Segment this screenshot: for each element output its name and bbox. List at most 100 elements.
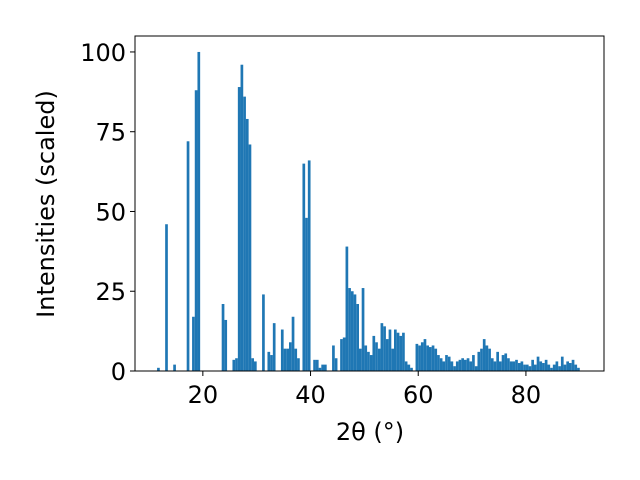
bar	[555, 361, 559, 371]
bar	[429, 347, 432, 371]
y-tick-label: 0	[111, 358, 126, 386]
bar	[399, 335, 403, 371]
bar	[332, 345, 335, 371]
bar	[245, 118, 249, 371]
bar	[534, 364, 537, 371]
bar	[356, 304, 359, 371]
bar	[194, 90, 198, 371]
bar	[334, 358, 338, 371]
bar	[289, 342, 292, 371]
bar	[442, 361, 446, 371]
bar	[558, 366, 561, 371]
bar	[404, 361, 408, 371]
bar	[544, 359, 548, 371]
bar	[525, 364, 529, 371]
bar	[294, 348, 298, 371]
x-tick-label: 80	[511, 381, 542, 409]
bar	[426, 345, 429, 371]
bar	[307, 160, 311, 371]
bar	[469, 361, 473, 371]
bar	[350, 291, 354, 371]
bar	[383, 326, 386, 371]
bar	[464, 359, 467, 371]
bar	[447, 356, 451, 371]
bar	[342, 337, 346, 371]
bar	[364, 345, 368, 371]
bar	[251, 358, 254, 371]
bar	[377, 348, 381, 371]
bar	[280, 329, 284, 371]
bar	[509, 361, 513, 371]
bar	[520, 361, 524, 371]
bar	[410, 367, 413, 371]
bar	[431, 345, 435, 371]
bar	[165, 224, 168, 371]
bar	[407, 364, 411, 371]
bar	[340, 339, 343, 371]
bar	[485, 345, 489, 371]
bar	[420, 342, 424, 371]
bar	[235, 358, 238, 371]
bar	[480, 348, 483, 371]
bar	[361, 288, 365, 371]
bar	[372, 335, 376, 371]
bar	[305, 217, 308, 371]
bar	[569, 363, 572, 371]
y-tick-label: 75	[95, 119, 126, 147]
bar	[496, 351, 499, 371]
bar	[415, 343, 419, 371]
bar	[315, 359, 319, 371]
bar	[369, 355, 373, 371]
bar	[243, 96, 246, 371]
y-tick-label: 50	[95, 198, 126, 226]
bar	[450, 361, 454, 371]
bar	[385, 339, 389, 371]
bar	[482, 339, 486, 371]
bar	[173, 364, 176, 371]
bar	[418, 345, 421, 371]
bar	[477, 351, 481, 371]
y-tick-label: 100	[80, 39, 126, 67]
y-axis-label: Intensities (scaled)	[32, 90, 60, 318]
bar	[302, 163, 306, 371]
bar	[466, 358, 470, 371]
bar	[523, 364, 526, 371]
bar	[547, 364, 551, 371]
bar	[240, 64, 244, 371]
bar	[224, 319, 228, 371]
bar	[439, 358, 443, 371]
bar	[396, 332, 400, 371]
bar	[539, 361, 543, 371]
bar	[566, 361, 569, 371]
bar	[394, 329, 397, 371]
bar	[318, 367, 322, 371]
bar	[186, 141, 190, 371]
y-tick-label: 25	[95, 278, 126, 306]
bar	[536, 356, 540, 371]
bar	[248, 144, 252, 371]
bar	[474, 366, 478, 371]
bar	[574, 364, 578, 371]
bar	[453, 366, 456, 371]
bar	[157, 367, 160, 371]
bar	[504, 353, 508, 371]
x-tick-label: 40	[295, 381, 326, 409]
plot-frame	[134, 35, 605, 372]
bar	[375, 342, 378, 371]
bar	[552, 364, 556, 371]
bar	[531, 359, 534, 371]
bar	[232, 359, 236, 371]
bar	[297, 358, 300, 371]
bar	[560, 356, 564, 371]
bar	[437, 355, 440, 371]
bar	[313, 359, 316, 371]
bar	[445, 355, 448, 371]
bar	[348, 288, 351, 371]
bar	[577, 367, 580, 371]
bar	[455, 361, 459, 371]
bar	[321, 364, 324, 371]
bar	[359, 348, 362, 371]
bar	[197, 51, 201, 371]
bar	[517, 363, 521, 371]
